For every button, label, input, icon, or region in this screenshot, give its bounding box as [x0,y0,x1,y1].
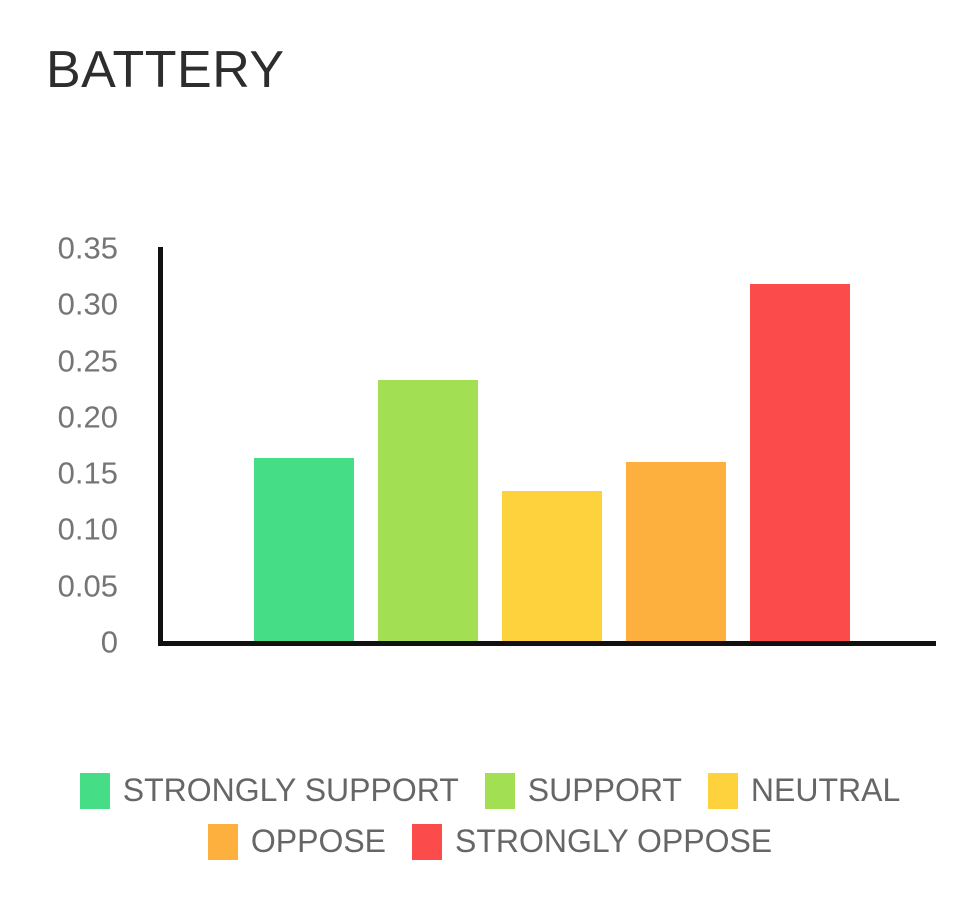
bar-strongly-support [254,458,354,641]
bar-neutral [502,491,602,641]
legend-swatch-neutral [707,772,738,809]
legend-swatch-strongly-support [79,772,110,809]
legend-swatch-oppose [207,823,238,860]
legend-label-strongly-support: STRONGLY SUPPORT [122,772,459,808]
y-tick-label-0: 0 [100,624,118,660]
y-tick-label-0.05: 0.05 [57,567,118,603]
y-tick-label-0.15: 0.15 [57,455,118,491]
bar-strongly-oppose [750,284,850,641]
y-axis-line [158,247,163,646]
y-tick-label-0.30: 0.30 [57,286,118,322]
legend-item-strongly-oppose: STRONGLY OPPOSE [412,823,772,860]
y-tick-label-0.35: 0.35 [57,230,118,266]
legend-row-1: STRONGLY SUPPORT SUPPORT NEUTRAL [79,772,901,809]
x-axis-line [158,641,936,646]
chart-title: BATTERY [46,41,285,99]
legend-swatch-strongly-oppose [412,823,443,860]
legend-item-support: SUPPORT [484,772,682,809]
legend-label-oppose: OPPOSE [250,823,387,859]
chart-legend: STRONGLY SUPPORT SUPPORT NEUTRAL OPPOSE STRO… [0,772,980,860]
legend-item-strongly-support: STRONGLY SUPPORT [79,772,459,809]
bar-oppose [626,462,726,641]
legend-label-neutral: NEUTRAL [750,772,901,808]
legend-label-strongly-oppose: STRONGLY OPPOSE [455,823,773,859]
legend-row-2: OPPOSE STRONGLY OPPOSE [207,823,772,860]
y-tick-label-0.20: 0.20 [57,399,118,435]
y-tick-label-0.25: 0.25 [57,342,118,378]
legend-item-neutral: NEUTRAL [707,772,901,809]
legend-swatch-support [484,772,515,809]
y-tick-label-0.10: 0.10 [57,511,118,547]
bar-support [378,380,478,641]
legend-label-support: SUPPORT [527,772,682,808]
legend-item-oppose: OPPOSE [207,823,387,860]
